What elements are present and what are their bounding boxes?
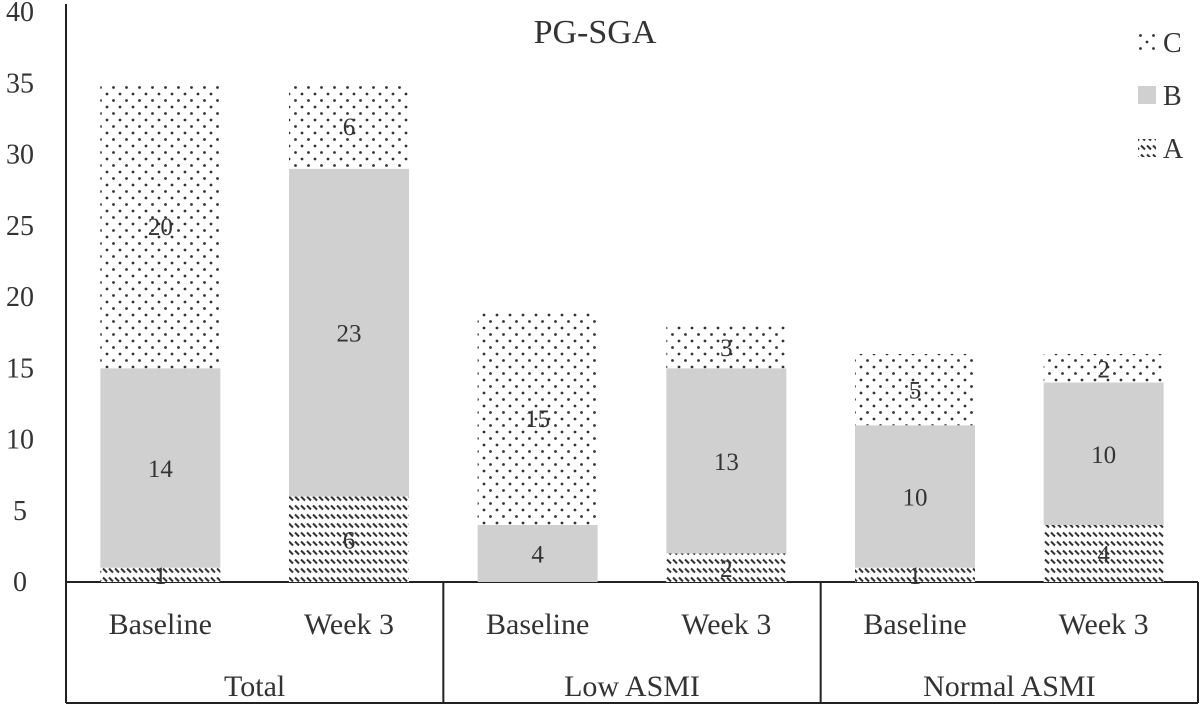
y-tick-label: 0 — [13, 567, 27, 598]
data-label: 3 — [720, 335, 733, 362]
chart-title: PG-SGA — [534, 14, 657, 51]
data-labels: 1 14 20 6 23 6 4 15 2 13 3 1 10 5 4 10 2 — [148, 114, 1116, 590]
bar-segment-a — [100, 567, 221, 582]
bars — [100, 83, 1164, 582]
bar-segment-c — [289, 83, 409, 169]
data-label: 23 — [337, 321, 362, 348]
category-label: Baseline — [863, 608, 966, 641]
data-label: 10 — [903, 485, 928, 512]
data-label: 2 — [1097, 356, 1110, 383]
data-label: 13 — [714, 449, 739, 476]
data-label: 2 — [720, 556, 733, 583]
data-label: 6 — [343, 114, 356, 141]
group-label: Normal ASMI — [923, 670, 1096, 703]
data-label: 4 — [1097, 542, 1110, 569]
bar-segment-b — [1043, 382, 1164, 525]
bar-segment-a — [289, 496, 409, 582]
category-label: Baseline — [486, 608, 589, 641]
data-label: 14 — [148, 456, 174, 483]
bar-segment-b — [100, 368, 221, 568]
group-label: Total — [224, 670, 285, 703]
y-tick-label: 25 — [6, 211, 34, 242]
bar-segment-a — [1043, 525, 1164, 582]
bar-segment-a — [855, 567, 975, 582]
data-label: 15 — [525, 406, 550, 433]
bar-segment-c — [1043, 354, 1164, 383]
category-label: Week 3 — [304, 608, 394, 641]
bar-segment-b — [855, 425, 975, 568]
y-tick-label: 20 — [6, 282, 34, 313]
y-tick-label: 35 — [6, 68, 34, 99]
category-label: Baseline — [109, 608, 212, 641]
y-tick-label: 30 — [6, 140, 34, 171]
data-label: 4 — [531, 542, 544, 569]
bar-segment-a — [666, 553, 787, 582]
bar-segment-b — [477, 525, 598, 582]
data-label: 10 — [1091, 442, 1116, 469]
bar-segment-c — [855, 354, 975, 426]
data-label: 6 — [343, 527, 356, 554]
bar-segment-c — [666, 325, 787, 369]
bar-segment-b — [666, 368, 787, 554]
legend-swatch-a — [1138, 139, 1156, 157]
y-tick-label: 10 — [6, 425, 34, 456]
legend: CBA — [1138, 28, 1184, 165]
bar-segment-c — [100, 83, 221, 369]
bar-segment-b — [289, 168, 409, 497]
legend-label: C — [1163, 28, 1182, 59]
data-label: 20 — [148, 214, 173, 241]
y-tick-label: 40 — [6, 0, 34, 28]
data-label: 1 — [154, 563, 167, 590]
legend-swatch-c — [1138, 33, 1156, 51]
y-tick-label: 15 — [6, 353, 34, 384]
bar-segment-c — [477, 311, 598, 525]
data-label: 1 — [909, 563, 922, 590]
category-label: Week 3 — [1059, 608, 1149, 641]
legend-swatch-b — [1138, 86, 1156, 104]
legend-label: B — [1163, 81, 1182, 112]
group-label: Low ASMI — [564, 670, 700, 703]
legend-label: A — [1163, 134, 1184, 165]
y-tick-label: 5 — [13, 496, 27, 527]
data-label: 5 — [909, 378, 922, 405]
category-label: Week 3 — [681, 608, 771, 641]
